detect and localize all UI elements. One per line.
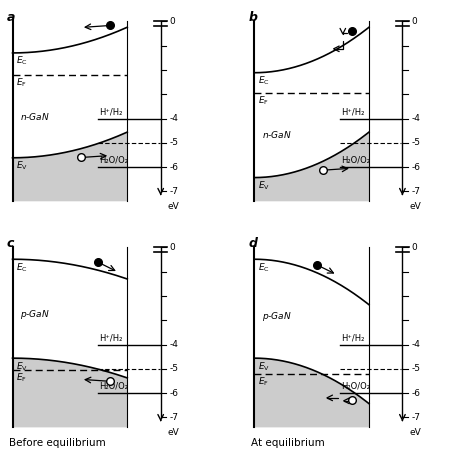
Text: H₂O/O₂: H₂O/O₂	[341, 382, 370, 391]
Text: 0: 0	[170, 17, 175, 26]
Text: -5: -5	[170, 138, 179, 147]
Text: -5: -5	[411, 138, 420, 147]
Text: -6: -6	[170, 162, 179, 171]
Polygon shape	[254, 358, 369, 427]
Text: $E_\mathrm{V}$: $E_\mathrm{V}$	[16, 160, 28, 172]
Text: -7: -7	[411, 187, 420, 196]
Text: H⁺/H₂: H⁺/H₂	[341, 107, 365, 116]
Text: $n$-GaN: $n$-GaN	[20, 111, 50, 122]
Text: -6: -6	[411, 389, 420, 398]
Text: -4: -4	[170, 114, 179, 123]
Text: -6: -6	[411, 162, 420, 171]
Text: H⁺/H₂: H⁺/H₂	[100, 107, 123, 116]
Text: H⁺/H₂: H⁺/H₂	[341, 333, 365, 342]
Text: a: a	[7, 11, 15, 24]
Polygon shape	[12, 132, 127, 201]
Text: c: c	[7, 237, 14, 251]
Text: -4: -4	[411, 340, 420, 349]
Text: H₂O/O₂: H₂O/O₂	[341, 156, 370, 165]
Text: Before equilibrium: Before equilibrium	[9, 438, 106, 448]
Text: H₂O/O₂: H₂O/O₂	[100, 382, 128, 391]
Text: 0: 0	[411, 17, 417, 26]
Polygon shape	[12, 358, 127, 427]
Text: $E_\mathrm{C}$: $E_\mathrm{C}$	[16, 261, 27, 274]
Text: -7: -7	[170, 413, 179, 422]
Text: eV: eV	[409, 429, 421, 438]
Text: $E_\mathrm{V}$: $E_\mathrm{V}$	[258, 179, 270, 192]
Text: -4: -4	[170, 340, 179, 349]
Text: $E_\mathrm{F}$: $E_\mathrm{F}$	[16, 77, 27, 89]
Text: H₂O/O₂: H₂O/O₂	[100, 156, 128, 165]
Text: H⁺/H₂: H⁺/H₂	[100, 333, 123, 342]
Text: b: b	[249, 11, 258, 24]
Text: $E_\mathrm{F}$: $E_\mathrm{F}$	[258, 376, 269, 389]
Text: $E_\mathrm{F}$: $E_\mathrm{F}$	[16, 372, 27, 384]
Text: -7: -7	[411, 413, 420, 422]
Text: $E_\mathrm{F}$: $E_\mathrm{F}$	[258, 95, 269, 107]
Text: eV: eV	[167, 429, 179, 438]
Text: d: d	[249, 237, 258, 251]
Text: eV: eV	[409, 202, 421, 211]
Text: -6: -6	[170, 389, 179, 398]
Polygon shape	[254, 132, 369, 201]
Text: -4: -4	[411, 114, 420, 123]
Text: $E_\mathrm{V}$: $E_\mathrm{V}$	[258, 360, 270, 373]
Text: $E_\mathrm{V}$: $E_\mathrm{V}$	[16, 360, 28, 373]
Text: -5: -5	[170, 365, 179, 374]
Text: $E_\mathrm{C}$: $E_\mathrm{C}$	[258, 75, 269, 87]
Text: -5: -5	[411, 365, 420, 374]
Text: $p$-GaN: $p$-GaN	[20, 308, 50, 321]
Text: -7: -7	[170, 187, 179, 196]
Text: At equilibrium: At equilibrium	[251, 438, 325, 448]
Text: $E_\mathrm{C}$: $E_\mathrm{C}$	[258, 261, 269, 274]
Text: $n$-GaN: $n$-GaN	[262, 130, 292, 140]
Text: 0: 0	[411, 243, 417, 252]
Text: 0: 0	[170, 243, 175, 252]
Text: $E_\mathrm{C}$: $E_\mathrm{C}$	[16, 55, 27, 67]
Text: $p$-GaN: $p$-GaN	[262, 310, 292, 323]
Text: eV: eV	[167, 202, 179, 211]
